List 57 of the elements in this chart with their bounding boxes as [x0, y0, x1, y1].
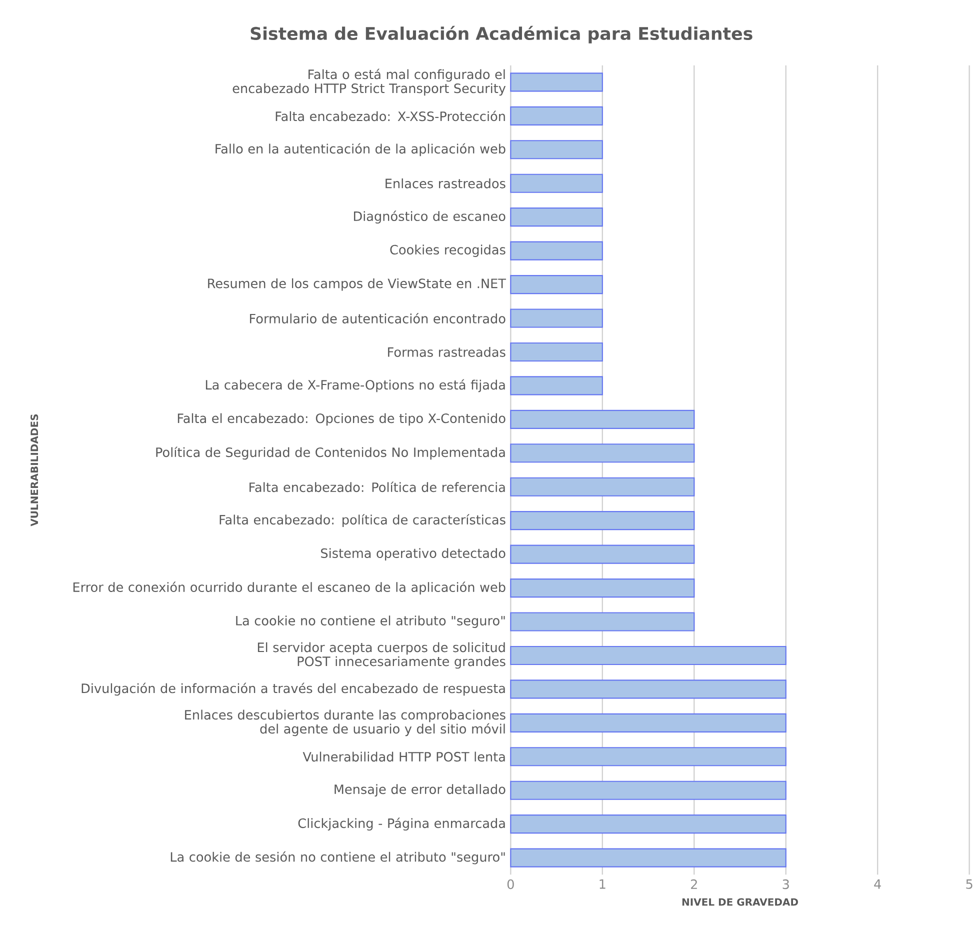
- bar: [510, 713, 786, 732]
- y-tick-label: Fallo en la autenticación de la aplicación web: [216, 143, 506, 156]
- bar: [510, 680, 786, 699]
- y-tick-label: Formulario de autenticación encontrado: [250, 313, 506, 324]
- y-tick-label: La cabecera de X-Frame-Options no está fijada: [206, 379, 505, 392]
- y-tick-label: Clickjacking - Página enmarcada: [298, 818, 505, 831]
- y-axis-title: VULNERABILIDADES: [30, 414, 38, 526]
- bar: [510, 140, 603, 160]
- y-tick-label: Falta encabezado: X-XSS-Protección: [276, 110, 505, 122]
- x-tick-label: 5: [966, 879, 972, 889]
- chart-title: Sistema de Evaluación Académica para Estudiantes: [250, 26, 752, 44]
- y-tick-label: Formas rastreadas: [388, 347, 506, 357]
- y-tick-label: Sistema operativo detectado: [321, 548, 506, 560]
- y-tick-label: Enlaces descubiertos durante las comprobaciones del agente de usuario y del sitio móvil: [185, 710, 506, 736]
- bar: [510, 511, 695, 530]
- bar: [510, 376, 603, 396]
- bar: [510, 72, 603, 92]
- y-tick-label: Error de conexión ocurrido durante el escaneo de la aplicación web: [73, 582, 506, 594]
- bar: [510, 241, 603, 260]
- y-tick-label: Diagnóstico de escaneo: [354, 210, 506, 224]
- x-tick-label: 4: [874, 879, 881, 889]
- bar: [510, 848, 786, 868]
- bar: [510, 612, 695, 632]
- x-tick-label: 1: [600, 879, 606, 889]
- bar: [510, 814, 786, 834]
- bar: [510, 477, 695, 496]
- bar: [510, 275, 603, 294]
- y-tick-label: Política de Seguridad de Contenidos No Implementada: [156, 446, 505, 460]
- bar: [510, 174, 603, 193]
- y-tick-label: Divulgación de información a través del encabezado de respuesta: [82, 682, 505, 696]
- y-tick-label: Vulnerabilidad HTTP POST lenta: [302, 752, 505, 762]
- y-tick-label: La cookie no contiene el atributo "seguro": [236, 616, 505, 628]
- y-tick-label: Falta encabezado: política de características: [220, 514, 506, 528]
- x-tick-label: 0: [507, 879, 514, 890]
- y-tick-label: Falta encabezado: Política de referencia: [250, 482, 505, 492]
- y-tick-label: La cookie de sesión no contiene el atributo "seguro": [170, 851, 505, 864]
- x-tick-label: 2: [691, 879, 697, 889]
- y-tick-label: Resumen de los campos de ViewState en .NET: [208, 278, 506, 291]
- bar: [510, 747, 786, 766]
- y-tick-label: Cookies recogidas: [390, 244, 506, 257]
- y-tick-label: El servidor acepta cuerpos de solicitud POST innecesariamente grandes: [258, 642, 506, 669]
- y-tick-label: Enlaces rastreados: [386, 178, 506, 188]
- x-tick-label: 3: [782, 879, 789, 890]
- bar: [510, 208, 603, 227]
- bar: [510, 342, 603, 362]
- y-tick-label: Mensaje de error detallado: [334, 784, 506, 797]
- bar: [510, 308, 603, 328]
- bar: [510, 410, 695, 429]
- bar: [510, 780, 786, 800]
- bar: [510, 544, 695, 564]
- y-tick-label: Falta o está mal configurado el encabezado HTTP Strict Transport Security: [232, 68, 506, 96]
- bar: [510, 106, 603, 126]
- x-axis-title: NIVEL DE GRAVEDAD: [682, 898, 798, 906]
- bar: [510, 646, 786, 666]
- y-tick-label: Falta el encabezado: Opciones de tipo X-Contenido: [178, 413, 506, 426]
- bar: [510, 444, 695, 463]
- bar: [510, 578, 695, 598]
